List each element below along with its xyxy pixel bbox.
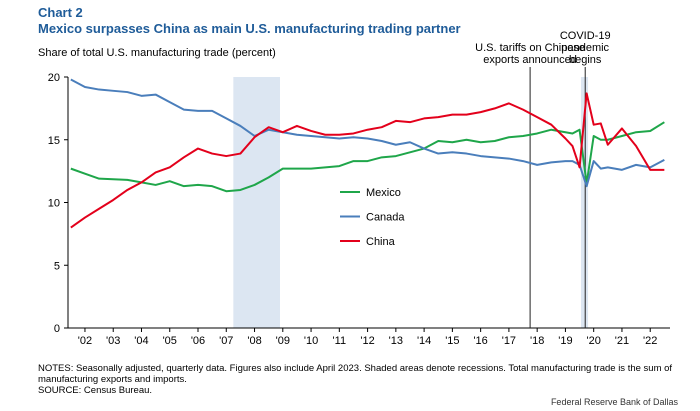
series-line (70, 92, 665, 229)
legend-label: Mexico (366, 187, 401, 199)
y-tick-label: 15 (48, 135, 60, 147)
x-tick-label: '05 (163, 335, 177, 347)
legend-label: China (366, 236, 396, 248)
chart-subtitle: Mexico surpasses China as main U.S. manu… (38, 21, 461, 36)
x-tick-label: '12 (360, 335, 374, 347)
source: SOURCE: Census Bureau. (38, 385, 153, 396)
x-tick-label: '13 (389, 335, 403, 347)
series-line (70, 78, 665, 188)
annotation-text: pandemic (561, 42, 609, 54)
x-tick-label: '18 (530, 335, 544, 347)
x-tick-label: '14 (417, 335, 431, 347)
annotation-text: exports announced (483, 54, 577, 66)
x-tick-label: '09 (276, 335, 290, 347)
y-tick-label: 10 (48, 198, 60, 210)
x-tick-label: '08 (247, 335, 261, 347)
y-tick-label: 5 (54, 260, 60, 272)
x-tick-label: '11 (333, 335, 347, 347)
chart: Chart 2 Mexico surpasses China as main U… (38, 5, 670, 347)
x-tick-label: '22 (643, 335, 657, 347)
annotation-text: COVID-19 (560, 30, 611, 42)
x-tick-label: '17 (502, 335, 516, 347)
x-tick-label: '02 (78, 335, 92, 347)
x-tick-label: '19 (558, 335, 572, 347)
x-tick-label: '16 (473, 335, 487, 347)
x-tick-label: '10 (304, 335, 318, 347)
series-line (70, 121, 665, 193)
notes-text: NOTES: Seasonally adjusted, quarterly da… (38, 363, 673, 385)
x-tick-label: '20 (587, 335, 601, 347)
annotation-text: U.S. tariffs on Chinese (475, 42, 585, 54)
recession-band (233, 77, 280, 328)
x-tick-label: '21 (615, 335, 629, 347)
chart-title: Chart 2 (38, 5, 83, 20)
x-tick-label: '07 (219, 335, 233, 347)
recession-band (580, 77, 589, 328)
x-tick-label: '04 (134, 335, 148, 347)
x-tick-label: '03 (106, 335, 120, 347)
y-tick-label: 0 (54, 323, 60, 335)
y-axis-label: Share of total U.S. manufacturing trade … (38, 47, 276, 59)
legend-label: Canada (366, 212, 405, 224)
annotation-text: begins (569, 54, 602, 66)
credit: Federal Reserve Bank of Dallas (550, 397, 678, 407)
x-tick-label: '15 (445, 335, 459, 347)
y-tick-label: 20 (48, 72, 60, 84)
x-tick-label: '06 (191, 335, 205, 347)
notes: NOTES: Seasonally adjusted, quarterly da… (38, 363, 678, 396)
